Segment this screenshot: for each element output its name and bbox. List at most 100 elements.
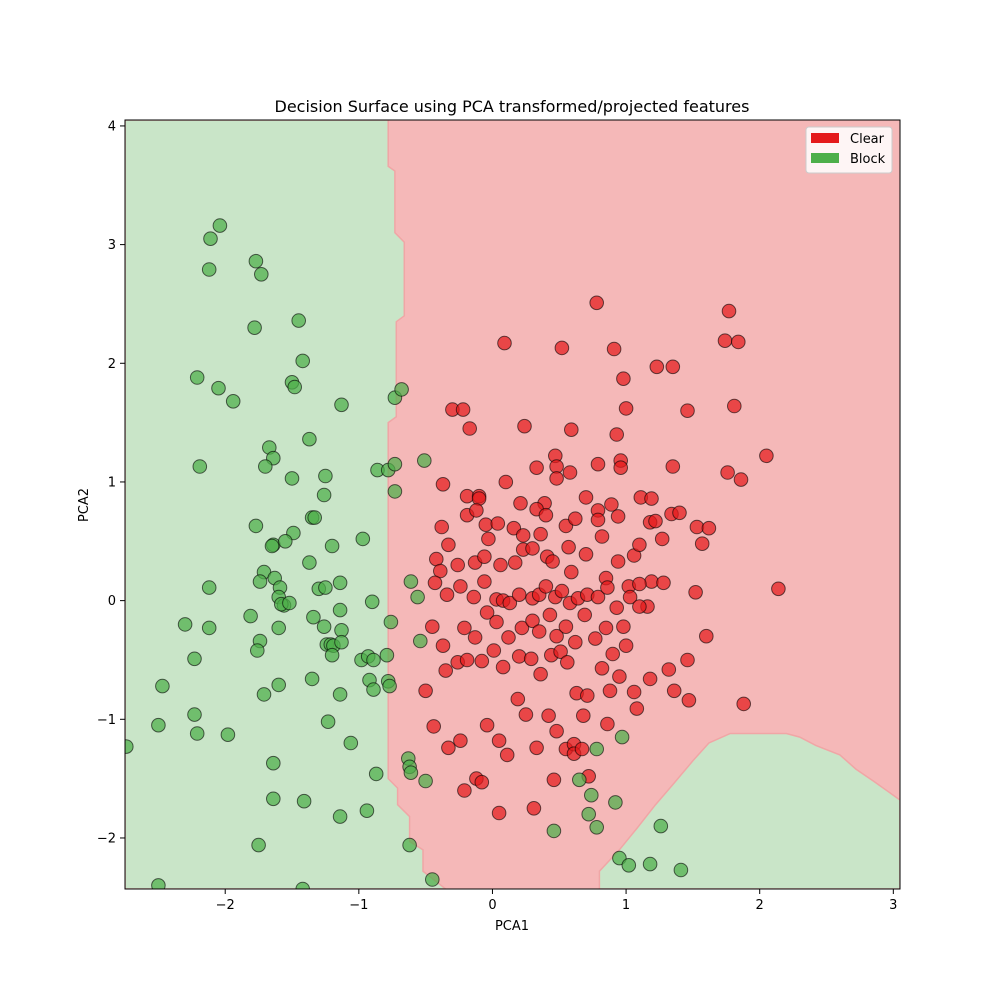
clear-point (526, 801, 542, 816)
clear-point (665, 359, 681, 375)
clear-point (680, 652, 695, 668)
clear-point (589, 295, 605, 311)
block-point (225, 394, 241, 409)
clear-point (453, 579, 468, 594)
clear-point (549, 628, 564, 644)
block-point (192, 459, 208, 474)
clear-point (656, 575, 671, 591)
block-point (187, 651, 202, 667)
block-point (410, 589, 425, 605)
clear-point (459, 652, 475, 668)
block-point (155, 678, 170, 694)
block-point (383, 614, 399, 630)
block-point (189, 370, 205, 385)
block-point (252, 574, 268, 589)
legend-label-clear: Clear (850, 132, 885, 147)
clear-point (425, 619, 440, 635)
block-point (125, 739, 134, 754)
block-point (304, 671, 320, 687)
clear-point (531, 624, 547, 639)
legend-swatch-clear (811, 133, 839, 143)
clear-point (471, 491, 487, 506)
clear-point (606, 341, 622, 357)
block-point (302, 555, 317, 570)
block-point (382, 678, 397, 694)
block-point (546, 823, 562, 839)
block-point (249, 643, 265, 658)
clear-point (498, 474, 514, 490)
block-point (266, 791, 281, 807)
clear-point (600, 716, 615, 732)
block-point (220, 727, 236, 743)
block-point (151, 717, 166, 733)
clear-point (474, 774, 490, 790)
x-axis-label: PCA1 (495, 919, 529, 934)
clear-point (541, 708, 556, 724)
clear-point (648, 513, 663, 529)
block-point (318, 468, 333, 484)
chart-title: Decision Surface using PCA transformed/p… (275, 97, 750, 116)
clear-point (577, 607, 593, 623)
clear-point (523, 651, 539, 667)
clear-point (427, 575, 443, 591)
clear-point (549, 471, 564, 486)
block-point (359, 803, 375, 819)
clear-point (771, 581, 786, 597)
block-point (343, 735, 359, 751)
y-tick-label: 1 (108, 475, 116, 490)
block-point (572, 772, 587, 788)
clear-point (529, 460, 544, 476)
clear-point (610, 509, 626, 524)
clear-point (474, 653, 490, 669)
clear-point (453, 733, 468, 749)
clear-point (517, 418, 532, 434)
block-point (332, 602, 348, 618)
clear-point (609, 427, 625, 442)
block-point (248, 253, 264, 269)
clear-point (499, 747, 515, 763)
clear-point (457, 783, 472, 798)
block-point (379, 647, 395, 663)
clear-point (501, 630, 516, 645)
clear-point (529, 740, 544, 756)
clear-point (731, 334, 746, 350)
clear-point (594, 661, 610, 676)
x-tick-label: 1 (622, 898, 630, 913)
block-point (581, 806, 597, 822)
clear-point (435, 477, 451, 492)
x-axis: −2 −1 0 1 2 3 (216, 889, 897, 913)
y-tick-label: 0 (108, 594, 116, 609)
clear-point (549, 723, 564, 739)
block-point (334, 634, 349, 650)
clear-point (481, 531, 496, 547)
clear-point (426, 719, 442, 734)
block-point (177, 617, 193, 632)
y-axis: −2 −1 0 1 2 3 4 (97, 119, 125, 846)
x-tick-label: 2 (756, 898, 764, 913)
plot-frame (124, 119, 901, 890)
legend-label-block: Block (850, 152, 886, 167)
clear-point (727, 398, 742, 414)
clear-point (525, 613, 540, 629)
clear-point (661, 662, 677, 677)
block-point (248, 518, 264, 534)
clear-point (622, 589, 638, 605)
clear-point (560, 655, 575, 670)
block-point (256, 687, 272, 702)
block-point (366, 682, 381, 697)
clear-point (588, 631, 603, 646)
clear-point (502, 595, 518, 611)
clear-point (469, 503, 484, 518)
clear-point (616, 371, 631, 387)
block-point (403, 765, 419, 781)
clear-point (467, 630, 483, 645)
block-point (211, 380, 226, 396)
clear-point (466, 589, 482, 605)
clear-point (554, 340, 570, 356)
clear-point (497, 335, 512, 351)
block-point (271, 620, 287, 636)
block-point (253, 267, 269, 282)
clear-point (439, 587, 455, 603)
clear-point (576, 708, 591, 724)
clear-point (514, 620, 530, 636)
